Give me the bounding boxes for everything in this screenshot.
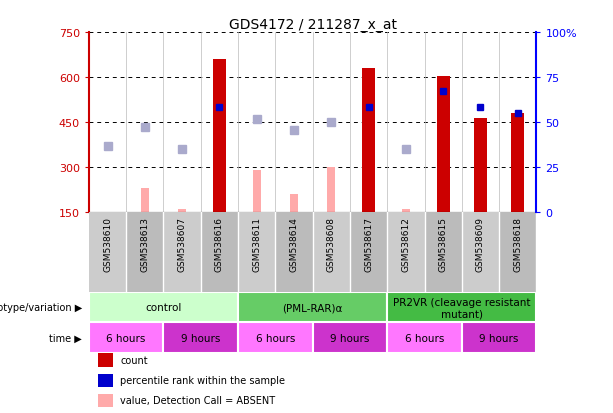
Text: 6 hours: 6 hours [256,333,295,343]
Text: 9 hours: 9 hours [181,333,221,343]
Bar [402,210,410,213]
Bar [89,213,126,293]
Bar [164,213,200,293]
Text: GSM538618: GSM538618 [513,217,522,272]
Text: 9 hours: 9 hours [479,333,519,343]
Text: GSM538616: GSM538616 [215,217,224,272]
Bar [499,213,536,293]
Bar [253,171,261,213]
Bar [511,114,524,213]
Bar [141,189,149,213]
Text: 6 hours: 6 hours [405,333,444,343]
Text: GSM538612: GSM538612 [402,217,410,272]
Text: (PML-RAR)α: (PML-RAR)α [283,303,343,313]
Bar [201,213,238,293]
Bar [238,293,387,323]
Text: percentile rank within the sample: percentile rank within the sample [120,375,285,385]
Bar [362,69,375,213]
Bar [462,323,536,353]
Bar [238,213,275,293]
Bar [164,323,238,353]
Text: GSM538609: GSM538609 [476,217,485,272]
Bar [387,293,536,323]
Bar [350,213,387,293]
Bar [213,60,226,213]
Text: GSM538617: GSM538617 [364,217,373,272]
Bar [98,394,113,407]
Bar [327,168,335,213]
Text: GSM538608: GSM538608 [327,217,336,272]
Text: GSM538611: GSM538611 [252,217,261,272]
Bar [126,213,164,293]
Bar [387,213,424,293]
Bar [89,323,164,353]
Bar [98,354,113,367]
Bar [275,213,313,293]
Text: genotype/variation ▶: genotype/variation ▶ [0,303,82,313]
Bar [313,213,350,293]
Bar [290,195,298,213]
Bar [313,323,387,353]
Text: control: control [145,303,181,313]
Bar [462,213,499,293]
Bar [436,76,450,213]
Text: PR2VR (cleavage resistant
mutant): PR2VR (cleavage resistant mutant) [393,297,530,318]
Bar [387,323,462,353]
Text: count: count [120,355,148,365]
Text: GSM538613: GSM538613 [140,217,150,272]
Bar [89,293,238,323]
Bar [238,323,313,353]
Text: GSM538614: GSM538614 [289,217,299,272]
Bar [424,213,462,293]
Bar [98,374,113,387]
Text: 9 hours: 9 hours [330,333,370,343]
Text: time ▶: time ▶ [49,333,82,343]
Title: GDS4172 / 211287_x_at: GDS4172 / 211287_x_at [229,18,397,32]
Text: GSM538610: GSM538610 [103,217,112,272]
Bar [474,119,487,213]
Text: value, Detection Call = ABSENT: value, Detection Call = ABSENT [120,395,275,405]
Text: GSM538615: GSM538615 [439,217,447,272]
Text: 6 hours: 6 hours [107,333,146,343]
Bar [178,210,186,213]
Text: GSM538607: GSM538607 [178,217,186,272]
